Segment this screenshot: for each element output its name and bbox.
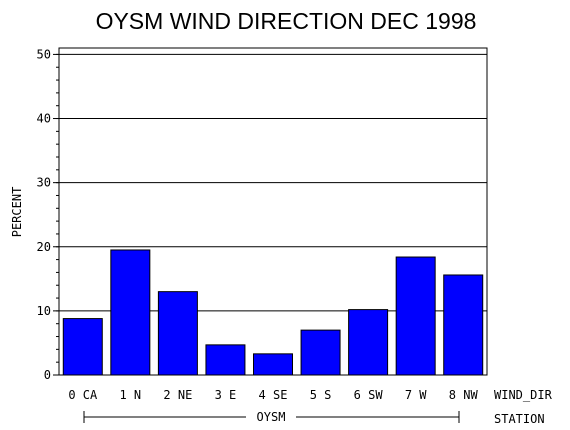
y-tick-label: 30 <box>37 176 51 190</box>
x-tick-label: 8 NW <box>449 388 479 402</box>
bar <box>253 353 293 376</box>
y-tick-label: 40 <box>37 112 51 126</box>
group-bracket <box>83 411 460 423</box>
bar <box>300 329 341 376</box>
bar <box>157 291 198 376</box>
x-tick-label: 7 W <box>405 388 427 402</box>
x-axis: 0 CA 1 N 2 NE 3 E 4 SE 5 S 6 SW 7 W 8 NW <box>68 388 478 402</box>
bar <box>348 309 389 376</box>
x-tick-label: 6 SW <box>354 388 384 402</box>
x-tick-label: 1 N <box>119 388 141 402</box>
x-axis-label: WIND_DIR <box>494 388 553 402</box>
y-tick-label: 20 <box>37 240 51 254</box>
bar <box>395 256 436 376</box>
group-label: OYSM <box>257 410 286 424</box>
x-tick-label: 0 CA <box>68 388 98 402</box>
y-tick-label: 10 <box>37 304 51 318</box>
group-axis-label: STATION <box>494 412 545 426</box>
bar <box>110 249 151 376</box>
y-tick-label: 0 <box>44 368 51 382</box>
x-tick-label: 4 SE <box>259 388 288 402</box>
chart-title: OYSM WIND DIRECTION DEC 1998 <box>96 8 477 34</box>
bar <box>443 274 484 376</box>
y-axis-label: PERCENT <box>10 187 24 238</box>
x-tick-label: 3 E <box>215 388 237 402</box>
x-tick-label: 2 NE <box>163 388 192 402</box>
bar <box>205 344 246 376</box>
y-axis: 0 10 20 30 40 50 <box>37 47 59 382</box>
bar <box>62 318 103 376</box>
x-tick-label: 5 S <box>310 388 332 402</box>
plot-frame <box>58 47 488 376</box>
y-tick-label: 50 <box>37 47 51 61</box>
bars <box>62 249 484 376</box>
